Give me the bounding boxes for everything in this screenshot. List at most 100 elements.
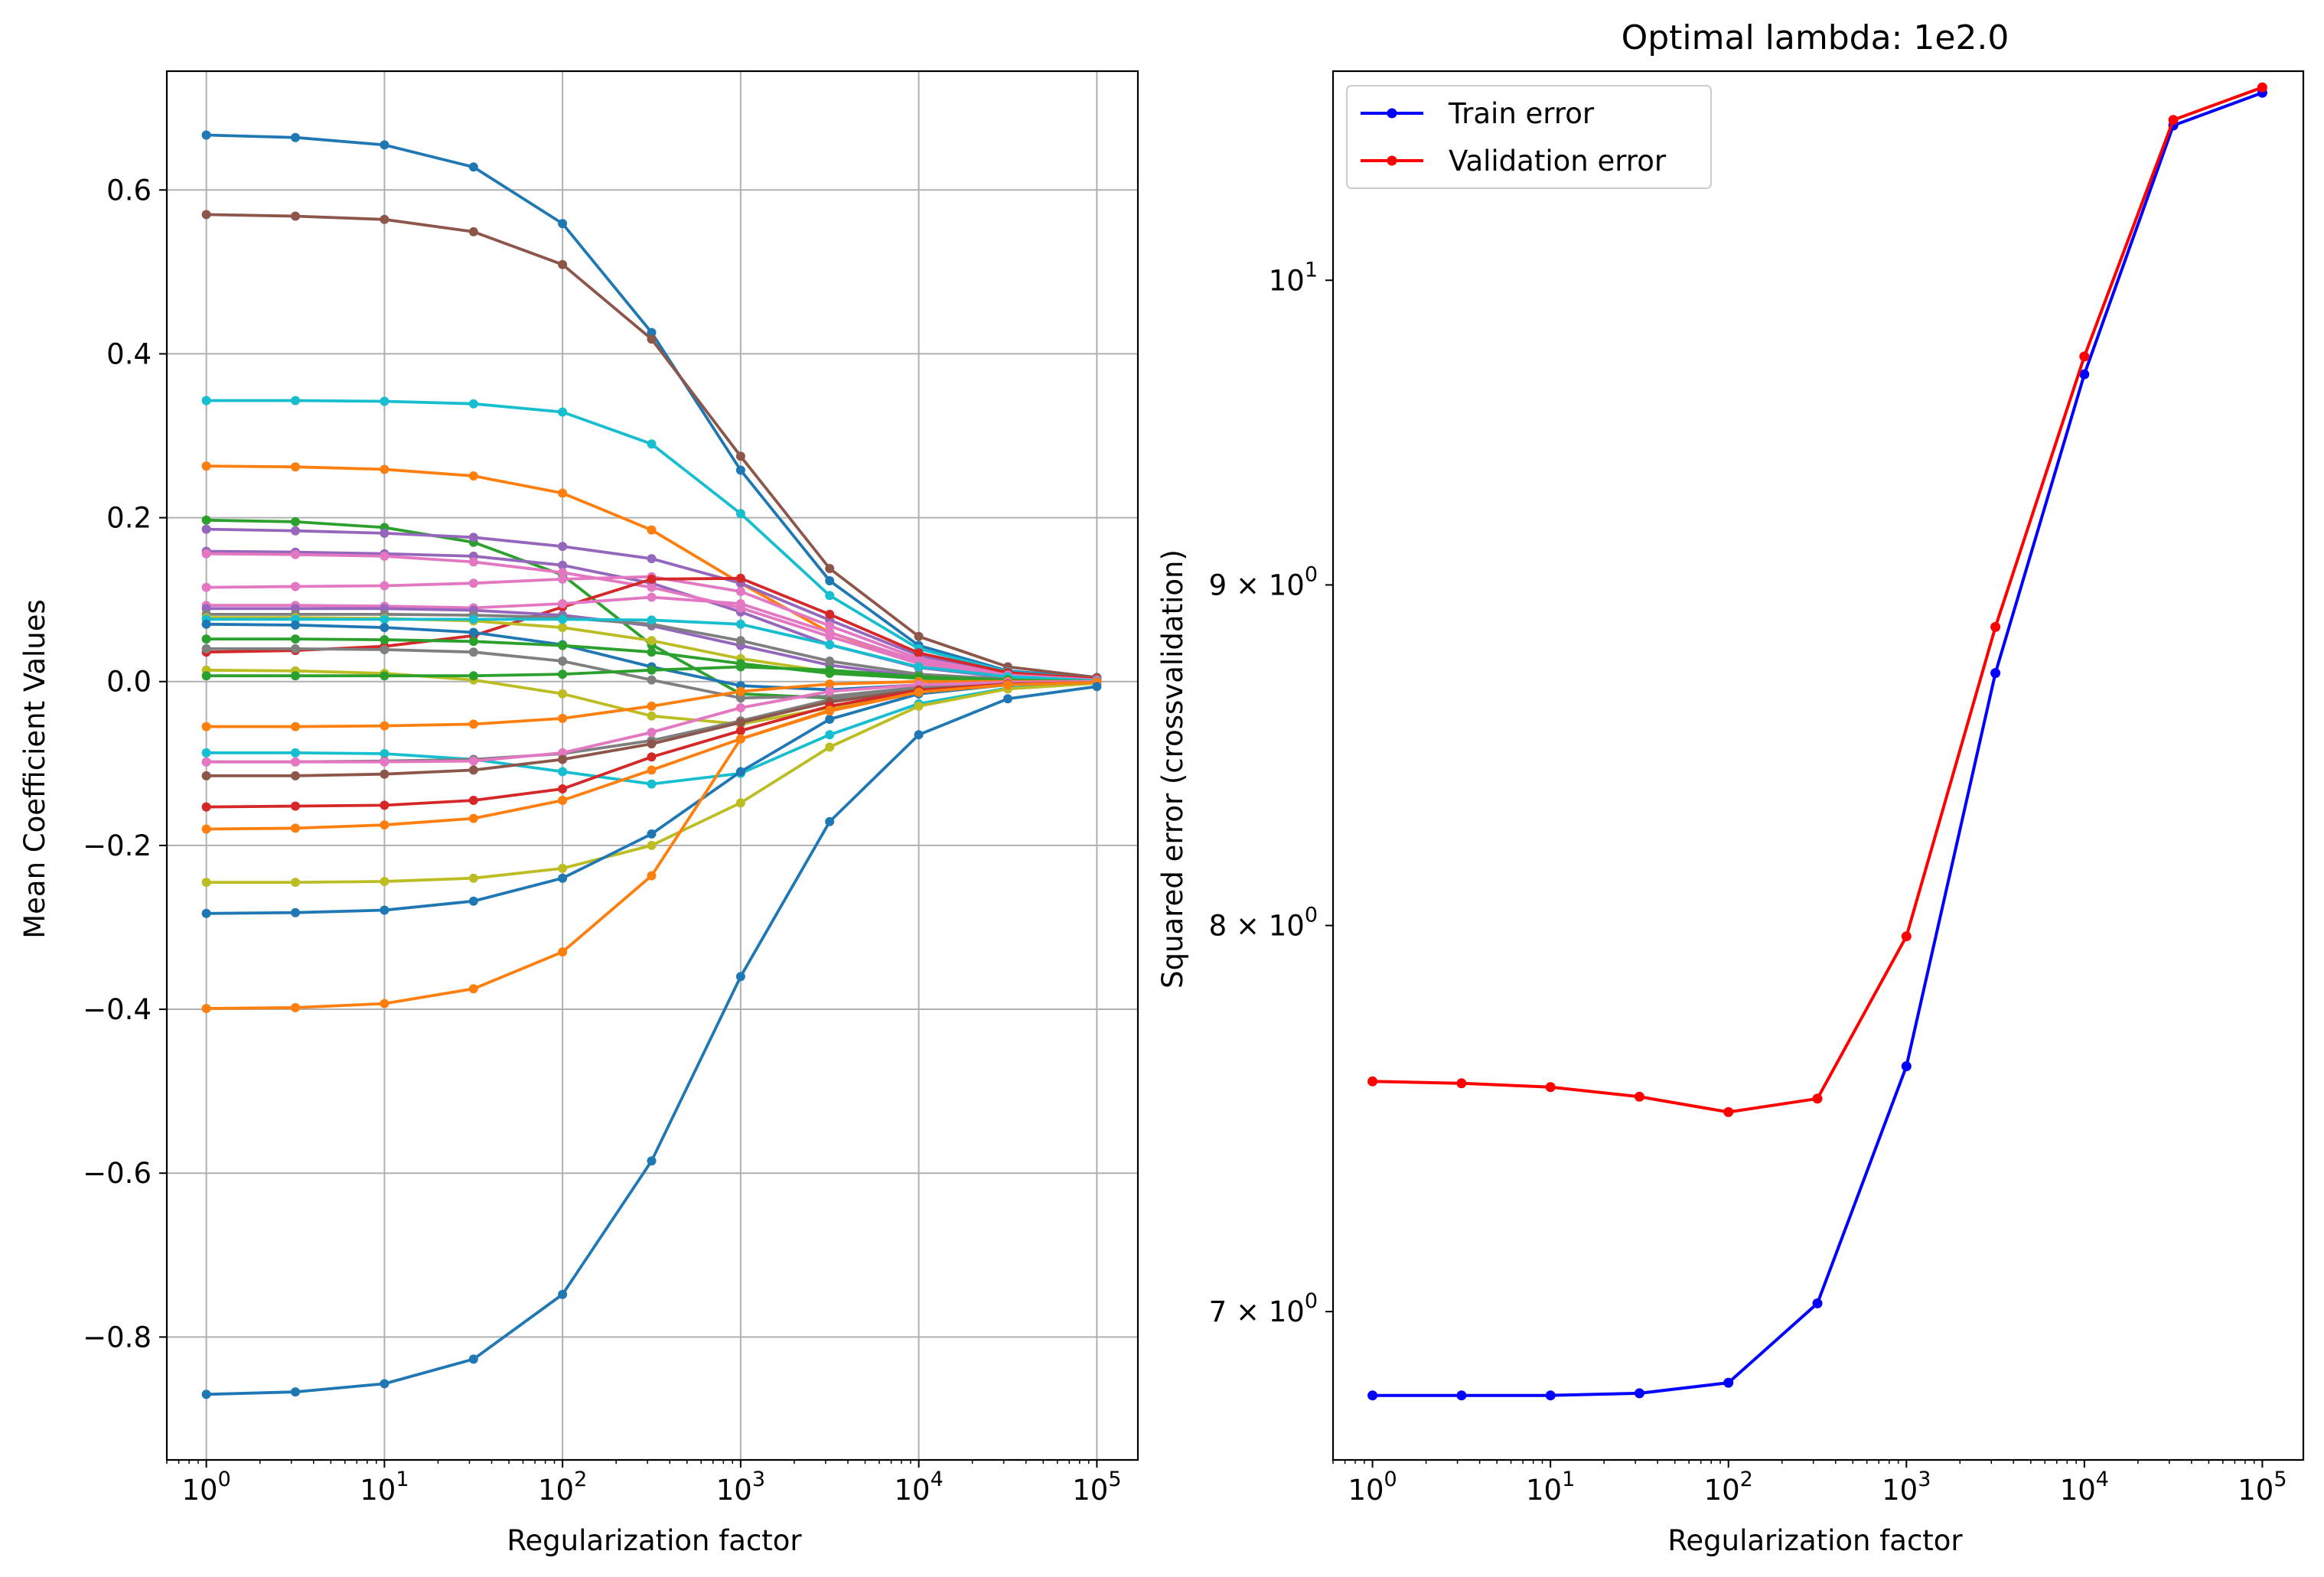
series-point (1634, 1091, 1644, 1102)
series-point (468, 671, 478, 681)
series-point (201, 1390, 211, 1399)
right-y-axis-label: Squared error (crossvalidation) (1156, 549, 1189, 989)
left-plot-frame (165, 70, 1139, 1461)
x-tick-exponent: 3 (752, 1468, 765, 1491)
series-point (201, 634, 211, 644)
series-point (291, 907, 300, 917)
x-tick-label: 102 (1704, 1468, 1753, 1507)
series-point (380, 877, 390, 886)
series-point (558, 947, 568, 957)
series-point (468, 399, 478, 409)
series-point (380, 820, 390, 830)
series-point (558, 574, 568, 584)
series-point (201, 748, 211, 758)
series-point (558, 754, 568, 764)
series-point (825, 816, 835, 826)
series-point (1367, 1076, 1378, 1087)
series-point (1092, 682, 1102, 692)
left-y-axis-label: Mean Coefficient Values (18, 599, 51, 939)
series-point (558, 1289, 568, 1299)
series-point (380, 464, 390, 474)
series-point (468, 796, 478, 805)
series-point (1990, 621, 2001, 632)
series-point (825, 576, 835, 585)
series-point (291, 671, 300, 681)
series-point (825, 591, 835, 601)
series-point (201, 757, 211, 767)
series-point (825, 715, 835, 724)
series-point (735, 636, 745, 646)
series-point (291, 801, 300, 811)
series-point (825, 665, 835, 675)
y-tick-label: 0.0 (106, 666, 152, 699)
series-point (291, 722, 300, 731)
x-tick-exponent: 4 (2096, 1468, 2109, 1491)
series-point (647, 871, 657, 881)
series-point (735, 734, 745, 744)
series-point (558, 568, 568, 578)
series-point (291, 748, 300, 758)
legend-label: Validation error (1449, 145, 1667, 178)
series-point (735, 662, 745, 672)
series-point (291, 516, 300, 526)
series-point (291, 634, 300, 644)
series-point (468, 578, 478, 588)
series-point (647, 525, 657, 535)
series-point (647, 582, 657, 592)
series-point (735, 686, 745, 696)
series-point (735, 451, 745, 461)
series-point (735, 587, 745, 596)
left-x-axis-label: Regularization factor (507, 1524, 802, 1557)
series-point (558, 796, 568, 805)
x-tick-exponent: 0 (218, 1468, 231, 1491)
series-point (201, 771, 211, 780)
y-tick-exponent: 1 (1305, 258, 1318, 282)
series-point (1545, 1390, 1556, 1401)
x-tick-exponent: 2 (1740, 1468, 1753, 1491)
legend-swatch-marker (1387, 108, 1397, 119)
series-point (558, 748, 568, 758)
series-point (647, 636, 657, 646)
series-point (647, 701, 657, 711)
series-point (1456, 1390, 1467, 1401)
series-point (914, 648, 924, 658)
legend-box (1346, 85, 1712, 189)
series-point (558, 713, 568, 723)
series-point (735, 465, 745, 475)
y-tick-label: 0.4 (106, 337, 152, 370)
series-point (468, 984, 478, 994)
series-point (201, 582, 211, 592)
series-point (2079, 351, 2090, 362)
right-plot-frame (1331, 70, 2305, 1461)
series-point (291, 396, 300, 406)
x-tick-label: 103 (1882, 1468, 1931, 1507)
series-point (291, 771, 300, 780)
series-point (468, 873, 478, 883)
series-point (468, 557, 478, 567)
series-point (380, 769, 390, 779)
series-point (468, 813, 478, 823)
series-point (825, 657, 835, 666)
series-point (825, 627, 835, 637)
series-point (558, 560, 568, 570)
left-y-ticks: 0.6 0.4 0.2 0.0 −0.2 −0.4 −0.6 −0.8 (83, 174, 167, 1354)
series-point (291, 620, 300, 630)
series-point (201, 210, 211, 220)
x-tick-label: 100 (181, 1468, 230, 1507)
series-point (735, 693, 745, 703)
series-point (558, 670, 568, 679)
series-point (825, 742, 835, 752)
series-point (647, 739, 657, 749)
series-point (2257, 82, 2267, 93)
series-point (380, 1379, 390, 1389)
legend: Train error Validation error (1346, 85, 1712, 189)
x-tick-exponent: 1 (1562, 1468, 1575, 1491)
series-point (1545, 1082, 1556, 1093)
series-point (914, 631, 924, 641)
legend-swatch-marker (1387, 155, 1397, 166)
series-point (201, 461, 211, 471)
series-point (1003, 694, 1012, 704)
series-point (201, 671, 211, 681)
series-point (735, 726, 745, 735)
series-point (1723, 1377, 1734, 1388)
